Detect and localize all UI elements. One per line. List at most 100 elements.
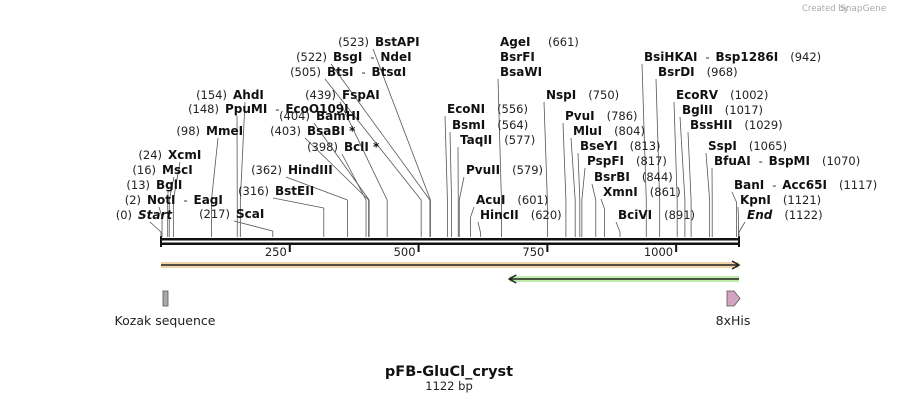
site-leader	[738, 221, 746, 233]
site-sspi: SspI (1065)	[708, 139, 787, 153]
site-position: (362)	[251, 163, 282, 177]
site-mmei: (98) MmeI	[176, 124, 243, 138]
site-name: BsrDI	[658, 65, 695, 79]
site-name: Bsp1286I	[716, 50, 779, 64]
site-hindiii: (362) HindIII	[251, 163, 333, 177]
site-separator: -	[362, 65, 366, 79]
site-pvuii: PvuII (579)	[466, 163, 543, 177]
site-leader	[562, 122, 567, 201]
site-name: BsmI	[452, 118, 485, 132]
site-leader	[285, 176, 348, 201]
site-position: (522)	[296, 50, 327, 64]
site-bseyi: BseYI (813)	[580, 139, 661, 153]
site-name: BstEII	[275, 184, 314, 198]
credit-prefix: Created by	[802, 4, 849, 14]
site-name: BsgI	[333, 50, 362, 64]
site-leader	[600, 198, 605, 210]
site-noti: (2) NotI - EagI	[125, 193, 223, 207]
site-name: MscI	[162, 163, 193, 177]
site-name: PpuMI	[225, 102, 267, 116]
site-leader	[330, 63, 431, 201]
site-name: BspMI	[769, 154, 810, 168]
site-position: (1070)	[822, 154, 860, 168]
site-position: (577)	[504, 133, 535, 147]
site-leader	[304, 137, 369, 201]
site-xmni: XmnI (861)	[603, 185, 681, 199]
site-name: MluI	[573, 124, 602, 138]
site-position: (579)	[512, 163, 543, 177]
site-leader	[679, 116, 686, 201]
site-position: (0)	[116, 208, 132, 222]
site-name: PspFI	[587, 154, 624, 168]
site-position: (2)	[125, 193, 141, 207]
site-name: NotI	[147, 193, 176, 207]
site-name: XcmI	[168, 148, 201, 162]
site-name: EcoRV	[676, 88, 719, 102]
site-bsrdi: BsrDI (968)	[658, 65, 738, 79]
site-leader	[168, 176, 175, 201]
scale-ticks: 250 500 750 1000	[265, 245, 678, 259]
site-position: (1065)	[749, 139, 787, 153]
site-separator: -	[275, 102, 279, 116]
site-position: (523)	[338, 35, 369, 49]
site-position: (750)	[588, 88, 619, 102]
site-taqii: TaqII (577)	[460, 133, 535, 147]
site-name: BsrFI	[500, 50, 535, 64]
site-name: BciVI	[618, 208, 652, 222]
site-name: BglII	[682, 103, 713, 117]
site-position: (217)	[199, 207, 230, 221]
site-leader	[239, 101, 246, 201]
site-position: (398)	[307, 140, 338, 154]
site-name: ScaI	[236, 207, 264, 221]
site-ahdi: (154) AhdI	[196, 88, 264, 102]
site-leader	[581, 167, 586, 201]
site-leader	[313, 122, 370, 201]
feature-marks: Kozak sequence 8xHis	[115, 290, 750, 328]
site-bcivi: BciVI (891)	[618, 208, 695, 222]
site-leader	[655, 78, 661, 201]
site-leader	[477, 221, 481, 233]
site-mlui: MluI (804)	[573, 124, 645, 138]
site-position: (316)	[238, 184, 269, 198]
site-name: EagI	[194, 193, 223, 207]
site-bsrbi: BsrBI (844)	[594, 170, 673, 184]
site-name: BanI	[734, 178, 764, 192]
site-name: BamHI	[316, 109, 360, 123]
site-name: HincII	[480, 208, 519, 222]
site-separator: -	[706, 50, 710, 64]
site-name: EcoO109I	[285, 102, 348, 116]
site-position: (24)	[138, 148, 162, 162]
site-separator: -	[759, 154, 763, 168]
reverse-orf	[507, 274, 739, 284]
site-leader	[570, 137, 576, 201]
site-position: (942)	[790, 50, 821, 64]
site-bsteii: (316) BstEII	[238, 184, 314, 198]
site-position: (98)	[176, 124, 200, 138]
site-position: (439)	[305, 88, 336, 102]
site-name: BtsαI	[372, 65, 407, 79]
site-leader	[543, 101, 548, 201]
site-position: (1029)	[744, 118, 782, 132]
site-position: (1017)	[725, 103, 763, 117]
site-position: (564)	[497, 118, 528, 132]
site-bstapi: (523) BstAPI	[338, 35, 420, 49]
site-position: (13)	[126, 178, 150, 192]
site-position: (404)	[279, 109, 310, 123]
site-fspai: (439) FspAI	[305, 88, 380, 102]
site-position: (148)	[188, 102, 219, 116]
site-name: KpnI	[740, 193, 771, 207]
site-leader	[687, 131, 692, 201]
snapgene-credit: SnapGene	[840, 4, 887, 14]
site-leader	[731, 191, 737, 203]
site-name: BsaBI *	[307, 124, 356, 138]
site-name: BsiHKAI	[644, 50, 698, 64]
site-name: HindIII	[288, 163, 333, 177]
site-bcli: (398) BclI *	[307, 140, 380, 154]
site-nspi: NspI (750)	[546, 88, 619, 102]
site-bsabi: (403) BsaBI *	[270, 124, 356, 138]
site-bsihkai: BsiHKAI - Bsp1286I (942)	[644, 50, 821, 64]
site-name: AgeI	[500, 35, 530, 49]
site-ppumi: (148) PpuMI - EcoO109I	[188, 102, 349, 116]
site-name: NdeI	[380, 50, 411, 64]
